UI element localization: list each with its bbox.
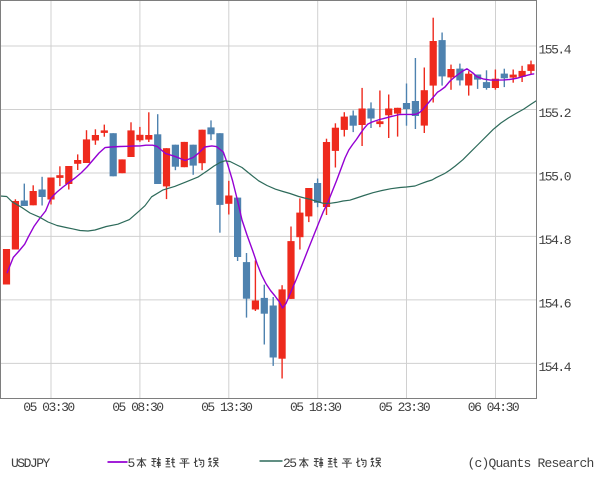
svg-text:05 18:30: 05 18:30	[290, 400, 341, 415]
svg-text:05 23:30: 05 23:30	[379, 400, 430, 415]
svg-text:05 13:30: 05 13:30	[201, 400, 252, 415]
svg-text:155.0: 155.0	[539, 170, 571, 185]
svg-text:25: 25	[283, 456, 296, 471]
svg-text:154.4: 154.4	[539, 360, 572, 375]
svg-text:USDJPY: USDJPY	[11, 456, 51, 471]
svg-text:154.6: 154.6	[539, 297, 571, 312]
svg-text:5: 5	[128, 456, 135, 471]
svg-text:05 08:30: 05 08:30	[112, 400, 163, 415]
svg-text:155.2: 155.2	[539, 106, 571, 121]
svg-text:154.8: 154.8	[539, 233, 571, 248]
svg-text:06 04:30: 06 04:30	[468, 400, 519, 415]
svg-text:155.4: 155.4	[539, 43, 572, 58]
svg-text:05 03:30: 05 03:30	[23, 400, 74, 415]
svg-text:(c)Quants Research: (c)Quants Research	[468, 456, 594, 471]
